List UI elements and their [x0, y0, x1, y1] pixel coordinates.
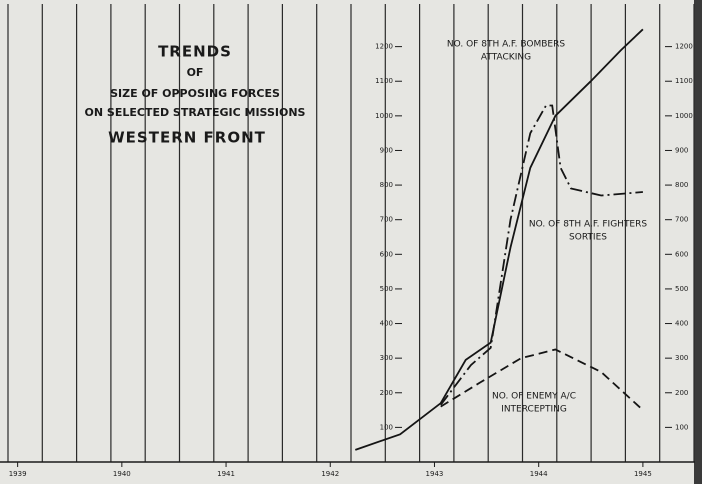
series-line	[439, 104, 643, 406]
series-label: SORTIES	[569, 233, 607, 243]
y-tick-label: 700	[675, 216, 688, 224]
y-tick-label: 200	[380, 389, 393, 397]
series-line	[440, 348, 644, 411]
series-label: NO. OF 8TH A.F. BOMBERS	[447, 40, 565, 50]
y-tick-label: 1000	[675, 112, 693, 120]
y-tick-label: 900	[380, 146, 393, 154]
y-tick-label: 900	[675, 146, 688, 154]
y-tick-label: 100	[675, 423, 688, 431]
series-label: INTERCEPTING	[501, 405, 567, 415]
x-tick-label: 1943	[426, 470, 444, 478]
series-label: NO. OF 8TH A.F. FIGHTERS	[529, 220, 647, 230]
series-label: NO. OF ENEMY A/C	[492, 392, 576, 402]
y-tick-label: 800	[675, 181, 688, 189]
chart-title: SIZE OF OPPOSING FORCES	[110, 87, 280, 100]
chart-title: TRENDS	[158, 43, 232, 61]
y-tick-label: 600	[380, 250, 393, 258]
y-tick-label: 1000	[375, 112, 393, 120]
x-tick-label: 1945	[634, 470, 652, 478]
y-tick-label: 1100	[375, 77, 393, 85]
x-tick-label: 1940	[113, 470, 131, 478]
series-label: ATTACKING	[481, 53, 531, 63]
scan-edge	[694, 0, 702, 484]
chart-title: ON SELECTED STRATEGIC MISSIONS	[85, 106, 306, 119]
y-tick-label: 300	[380, 354, 393, 362]
y-tick-label: 200	[675, 389, 688, 397]
x-tick-label: 1944	[530, 470, 548, 478]
x-tick-label: 1939	[9, 470, 27, 478]
y-tick-label: 700	[380, 216, 393, 224]
y-tick-label: 1100	[675, 77, 693, 85]
y-tick-label: 600	[675, 250, 688, 258]
y-tick-label: 500	[675, 285, 688, 293]
y-tick-label: 400	[380, 320, 393, 328]
y-tick-label: 300	[675, 354, 688, 362]
chart-title: WESTERN FRONT	[108, 129, 266, 147]
y-tick-label: 100	[380, 423, 393, 431]
y-tick-label: 1200	[375, 43, 393, 51]
y-tick-label: 800	[380, 181, 393, 189]
chart-title: OF	[187, 66, 204, 79]
series-line	[355, 28, 644, 451]
y-tick-label: 400	[675, 320, 688, 328]
x-tick-label: 1942	[321, 470, 339, 478]
x-tick-label: 1941	[217, 470, 235, 478]
y-tick-label: 1200	[675, 43, 693, 51]
y-tick-label: 500	[380, 285, 393, 293]
